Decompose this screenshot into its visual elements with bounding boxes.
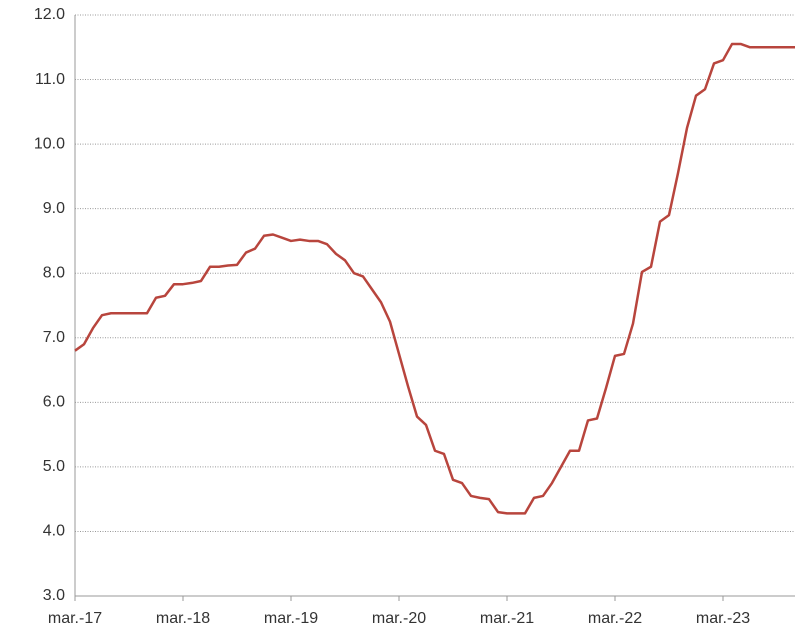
x-tick-label: mar.-17 xyxy=(48,610,102,627)
x-tick-label: mar.-18 xyxy=(156,610,210,627)
y-tick-label: 6.0 xyxy=(43,394,65,411)
y-tick-label: 12.0 xyxy=(34,6,65,23)
y-tick-label: 7.0 xyxy=(43,329,65,346)
y-tick-label: 10.0 xyxy=(34,135,65,152)
x-tick-label: mar.-19 xyxy=(264,610,318,627)
x-tick-label: mar.-20 xyxy=(372,610,426,627)
y-tick-label: 5.0 xyxy=(43,458,65,475)
y-tick-label: 4.0 xyxy=(43,523,65,540)
y-tick-label: 11.0 xyxy=(35,71,65,88)
y-tick-label: 8.0 xyxy=(43,264,65,281)
data-line xyxy=(74,42,795,515)
x-tick-label: mar.-23 xyxy=(696,610,750,627)
y-tick-label: 9.0 xyxy=(43,200,65,217)
x-tick-label: mar.-22 xyxy=(588,610,642,627)
y-tick-label: 3.0 xyxy=(43,587,65,604)
x-tick-label: mar.-21 xyxy=(480,610,534,627)
